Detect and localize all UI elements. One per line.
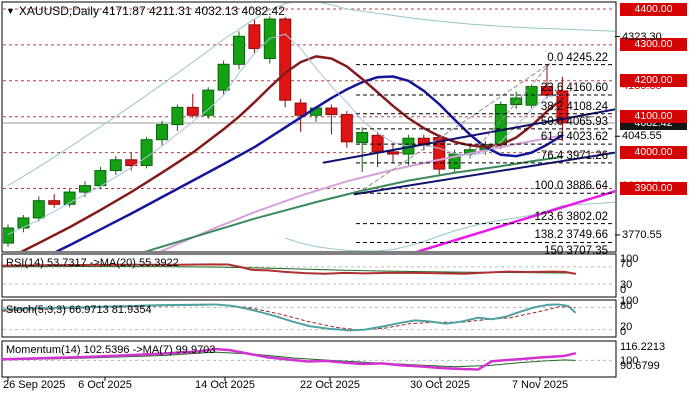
candle bbox=[109, 156, 122, 175]
rsi-line bbox=[2, 263, 576, 275]
candle-body bbox=[140, 139, 153, 167]
candle-body bbox=[125, 159, 138, 167]
candle bbox=[325, 104, 338, 135]
candle-body bbox=[510, 97, 523, 105]
candle bbox=[3, 224, 14, 247]
candle-body bbox=[48, 200, 61, 205]
candle-body bbox=[340, 114, 353, 143]
candle bbox=[294, 98, 307, 132]
candle-body bbox=[186, 106, 199, 116]
candle-body bbox=[356, 131, 369, 144]
candle bbox=[140, 136, 153, 169]
candle-body bbox=[79, 185, 91, 193]
envelope-upper bbox=[7, 3, 615, 187]
ma-maroon bbox=[20, 55, 564, 251]
candle bbox=[202, 87, 215, 119]
channel-lower bbox=[353, 151, 615, 196]
candle-body bbox=[448, 153, 461, 169]
candle-body bbox=[217, 63, 230, 91]
candle-body bbox=[387, 151, 399, 155]
candle-body bbox=[233, 35, 245, 65]
candle-body bbox=[556, 90, 569, 124]
candle bbox=[525, 84, 538, 109]
candle bbox=[233, 31, 245, 70]
candle bbox=[510, 91, 523, 109]
channel-upper bbox=[322, 108, 615, 164]
candle-body bbox=[94, 170, 107, 187]
candle bbox=[48, 194, 61, 208]
ma-navy bbox=[54, 75, 564, 251]
candle-body bbox=[32, 200, 45, 219]
projection-dashed bbox=[469, 63, 551, 157]
candle bbox=[263, 16, 276, 64]
candle-body bbox=[294, 102, 307, 116]
candle-body bbox=[63, 191, 76, 205]
main-pane[interactable] bbox=[3, 1, 625, 315]
candle-body bbox=[248, 24, 261, 49]
stoch-main-line bbox=[2, 303, 576, 332]
candle bbox=[356, 127, 369, 172]
candle-body bbox=[17, 217, 30, 229]
candle-body bbox=[433, 137, 446, 170]
candle bbox=[63, 189, 76, 208]
candle bbox=[340, 110, 353, 148]
envelope-lower bbox=[284, 201, 615, 251]
candle bbox=[279, 16, 292, 108]
fib-baseline-dashed bbox=[357, 63, 550, 195]
trendline-magenta bbox=[415, 189, 615, 251]
candle-body bbox=[279, 18, 292, 101]
candle-body bbox=[109, 159, 122, 172]
candle bbox=[217, 60, 230, 95]
candle bbox=[94, 166, 107, 190]
candle-body bbox=[525, 86, 538, 106]
candle bbox=[186, 93, 199, 119]
candle-body bbox=[3, 227, 14, 244]
ma-fast bbox=[7, 33, 563, 235]
ma-green bbox=[144, 155, 564, 251]
rsi-pane-frame bbox=[1, 253, 617, 298]
candle bbox=[156, 121, 168, 146]
candle bbox=[387, 143, 399, 163]
candle bbox=[171, 104, 184, 132]
candle-body bbox=[325, 107, 338, 116]
momentum-line bbox=[1, 347, 577, 371]
candle bbox=[17, 215, 30, 233]
candle-body bbox=[541, 86, 553, 96]
candle-body bbox=[494, 103, 507, 146]
candle-body bbox=[202, 89, 215, 116]
candle-body bbox=[156, 124, 168, 141]
stoch-pane-frame bbox=[1, 299, 617, 338]
candle bbox=[32, 196, 45, 222]
ma-plum bbox=[159, 134, 564, 251]
candle bbox=[556, 76, 569, 142]
candle bbox=[248, 19, 261, 54]
candle-body bbox=[171, 106, 184, 126]
